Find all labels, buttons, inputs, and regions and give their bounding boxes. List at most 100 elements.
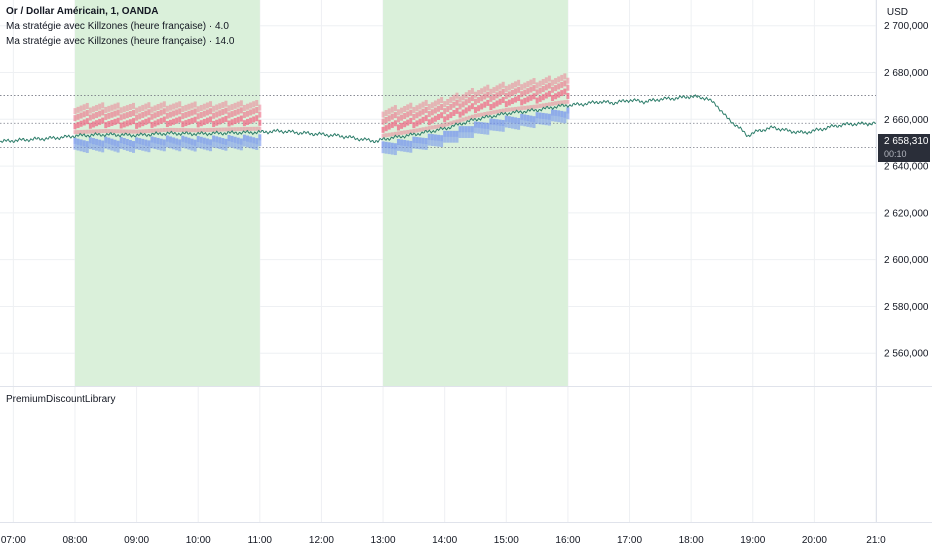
indicator-legend-1[interactable]: Ma stratégie avec Killzones (heure franç… [6, 21, 229, 32]
sell-marker [535, 104, 539, 109]
sell-marker [526, 81, 530, 88]
sell-marker [147, 109, 151, 116]
buy-marker [175, 144, 179, 151]
sell-marker [381, 126, 385, 133]
buy-marker [209, 145, 213, 152]
x-tick-label: 15:00 [494, 535, 519, 546]
buy-marker [104, 142, 108, 149]
sell-marker [418, 110, 422, 117]
sell-marker [153, 128, 157, 133]
buy-marker [224, 144, 228, 151]
buy-marker [452, 130, 456, 137]
buy-marker [400, 139, 404, 146]
sell-marker [113, 110, 117, 117]
sell-marker [153, 112, 157, 119]
sell-marker [218, 110, 222, 117]
buy-marker [492, 118, 496, 125]
sell-marker [181, 121, 185, 128]
x-tick-label: 17:00 [617, 535, 642, 546]
buy-marker [135, 143, 139, 150]
sell-marker [196, 113, 200, 120]
buy-marker [196, 135, 200, 142]
chart-legend: Or / Dollar Américain, 1, OANDA Ma strat… [6, 4, 234, 49]
buy-marker [520, 113, 524, 120]
buy-marker [440, 140, 444, 147]
sell-marker [221, 127, 225, 132]
buy-marker [172, 143, 176, 150]
symbol-title[interactable]: Or / Dollar Américain, 1, OANDA [6, 6, 159, 17]
buy-marker [202, 143, 206, 150]
sell-marker [501, 88, 505, 95]
sell-marker [489, 110, 493, 115]
buy-marker [82, 146, 86, 153]
sell-marker [233, 118, 237, 125]
buy-marker [193, 145, 197, 152]
sell-marker [156, 128, 160, 133]
buy-marker [396, 139, 400, 146]
buy-marker [95, 138, 99, 145]
indicator-legend-2[interactable]: Ma stratégie avec Killzones (heure franç… [6, 36, 235, 47]
buy-marker [91, 143, 95, 150]
x-tick-label: 11:00 [248, 535, 273, 546]
buy-marker [104, 136, 108, 143]
sell-marker [381, 118, 385, 125]
sell-marker [132, 102, 136, 109]
buy-marker [384, 147, 388, 154]
y-tick-label: 2 660,000 [884, 115, 929, 126]
sell-marker [473, 91, 477, 98]
sell-marker [85, 129, 89, 134]
buy-marker [387, 142, 391, 149]
sell-marker [554, 85, 558, 92]
buy-marker [477, 127, 481, 134]
sell-marker [498, 83, 502, 90]
sell-marker [566, 99, 570, 104]
sell-marker [538, 87, 542, 94]
sell-marker [427, 104, 431, 111]
sell-marker [455, 119, 459, 124]
sell-marker [239, 115, 243, 122]
sell-marker [187, 118, 191, 125]
buy-marker [415, 137, 419, 144]
buy-marker [184, 136, 188, 143]
buy-marker [480, 128, 484, 135]
sell-marker [480, 112, 484, 117]
sell-marker [212, 120, 216, 127]
lower-pane-label[interactable]: PremiumDiscountLibrary [6, 394, 116, 405]
x-tick-label: 21:0 [866, 535, 886, 546]
buy-marker [507, 122, 511, 129]
buy-marker [101, 146, 105, 153]
buy-marker [249, 136, 253, 143]
sell-marker [125, 105, 129, 112]
buy-marker [255, 143, 259, 150]
sell-marker [73, 115, 77, 122]
sell-marker [535, 82, 539, 89]
sell-marker [190, 128, 194, 133]
sell-marker [523, 105, 527, 110]
sell-marker [135, 114, 139, 121]
sell-marker [227, 127, 231, 132]
sell-marker [181, 113, 185, 120]
sell-marker [560, 100, 564, 105]
currency-button[interactable]: USD [886, 7, 908, 18]
sell-marker [255, 107, 259, 114]
sell-marker [396, 109, 400, 116]
sell-marker [116, 109, 120, 116]
sell-marker [132, 118, 136, 125]
sell-marker [551, 101, 555, 106]
buy-marker [480, 122, 484, 129]
sell-marker [79, 105, 83, 112]
buy-marker [455, 130, 459, 137]
buy-marker [523, 114, 527, 121]
x-tick-label: 08:00 [62, 535, 87, 546]
buy-marker [409, 140, 413, 147]
sell-marker [492, 94, 496, 101]
buy-marker [215, 136, 219, 143]
buy-marker [452, 136, 456, 143]
sell-marker [215, 127, 219, 132]
sell-marker [156, 111, 160, 118]
sell-marker [249, 117, 253, 124]
sell-marker [470, 103, 474, 110]
buy-marker [245, 141, 249, 148]
buy-marker [184, 142, 188, 149]
